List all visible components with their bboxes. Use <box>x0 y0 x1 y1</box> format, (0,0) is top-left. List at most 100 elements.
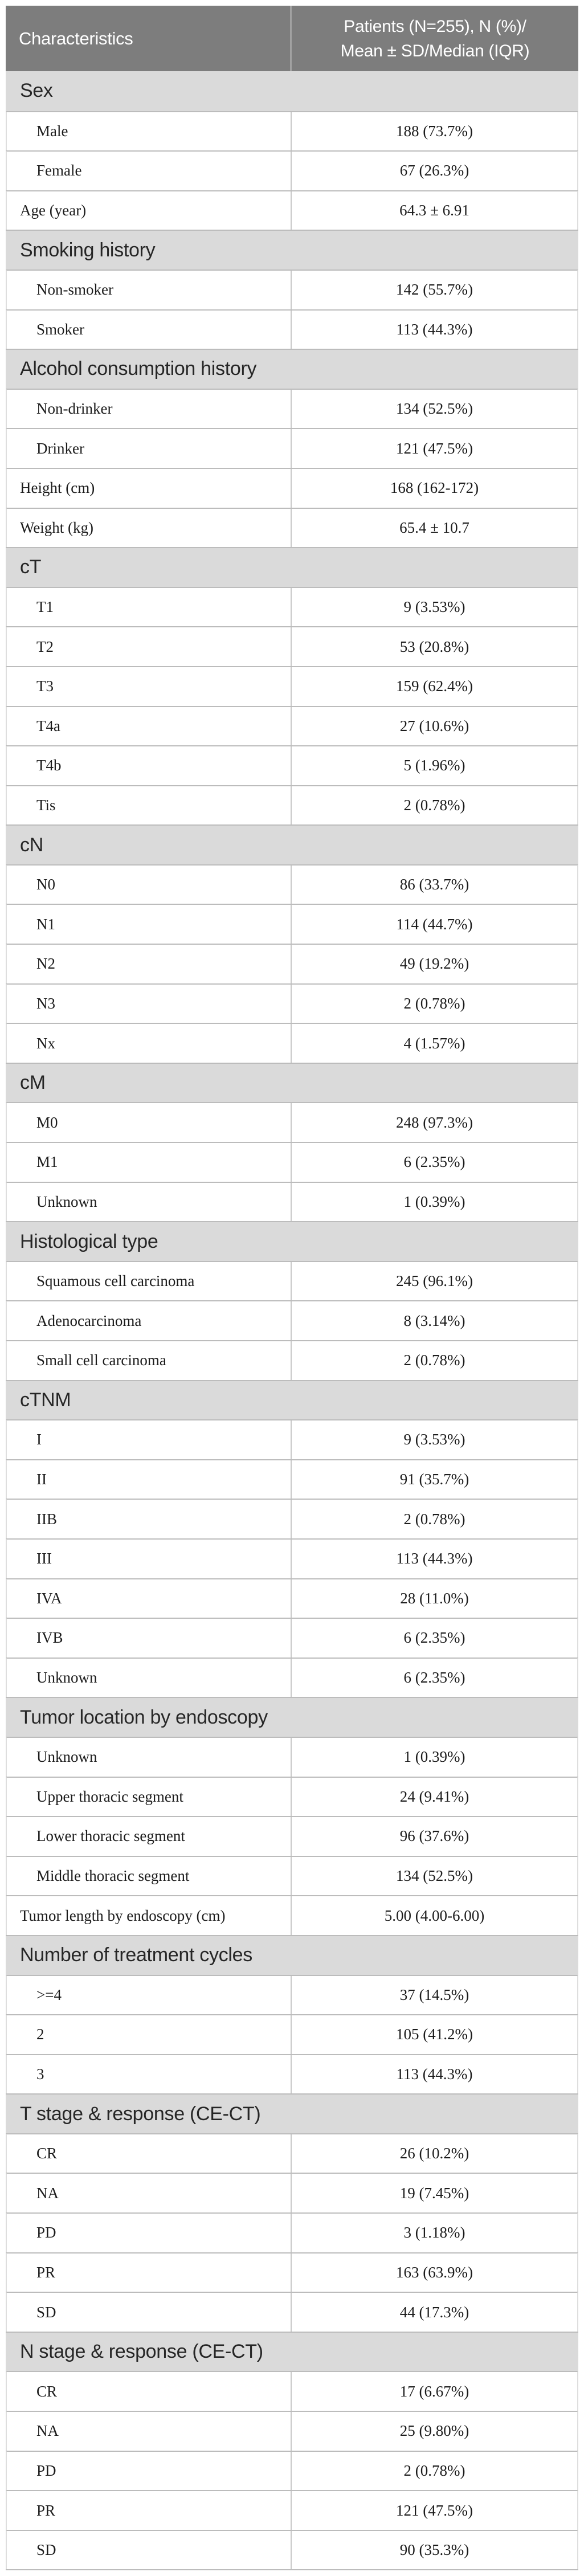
section-row: Number of treatment cycles <box>6 1934 578 1975</box>
row-label: N1 <box>7 905 292 944</box>
table-row: Unknown 6 (2.35%) <box>6 1657 578 1697</box>
row-label: T4a <box>7 707 292 746</box>
row-label: Upper thoracic segment <box>7 1777 292 1816</box>
table-row: PD 3 (1.18%) <box>6 2212 578 2252</box>
table-row: Male 188 (73.7%) <box>6 111 578 151</box>
row-label: NA <box>7 2174 292 2213</box>
table-row: T1 9 (3.53%) <box>6 586 578 627</box>
row-value: 2 (0.78%) <box>403 2461 465 2479</box>
row-value: 64.3 ± 6.91 <box>399 202 469 219</box>
row-value: 67 (26.3%) <box>399 162 469 179</box>
table-row: Nx 4 (1.57%) <box>6 1023 578 1063</box>
row-value: 28 (11.0%) <box>400 1589 469 1607</box>
table-row: NA 25 (9.80%) <box>6 2411 578 2451</box>
row-label: M0 <box>7 1103 292 1142</box>
row-label: Weight (kg) <box>7 508 292 548</box>
row-value: 86 (33.7%) <box>399 876 469 893</box>
row-label: Unknown <box>7 1737 292 1777</box>
table-row: Smoker 113 (44.3%) <box>6 309 578 349</box>
table-row: PD 2 (0.78%) <box>6 2450 578 2491</box>
table-row: N3 2 (0.78%) <box>6 983 578 1023</box>
row-value: 2 (0.78%) <box>403 796 465 814</box>
row-value: 134 (52.5%) <box>396 400 473 418</box>
row-value: 44 (17.3%) <box>399 2303 469 2321</box>
row-label: II <box>7 1460 292 1499</box>
table-row: Unknown 1 (0.39%) <box>6 1181 578 1222</box>
row-value: 96 (37.6%) <box>399 1827 469 1845</box>
row-value: 113 (44.3%) <box>396 320 473 338</box>
table-row: SD 90 (35.3%) <box>6 2529 578 2570</box>
row-value: 1 (0.39%) <box>403 1193 465 1210</box>
row-value: 27 (10.6%) <box>399 717 469 734</box>
row-value: 1 (0.39%) <box>403 1748 465 1766</box>
table-row: Non-smoker 142 (55.7%) <box>6 269 578 309</box>
row-label: Non-drinker <box>7 389 292 428</box>
row-label: I <box>7 1420 292 1459</box>
row-label: PD <box>7 2451 292 2491</box>
row-value: 188 (73.7%) <box>396 122 473 140</box>
section-row: cM <box>6 1062 578 1103</box>
row-label: PR <box>7 2491 292 2530</box>
table-body: Sex Male 188 (73.7%) Female 67 (26.3%) Age (y… <box>6 71 578 2570</box>
row-label: M1 <box>7 1143 292 1182</box>
table-row: CR 26 (10.2%) <box>6 2133 578 2173</box>
row-value: 17 (6.67%) <box>399 2382 469 2400</box>
table-row: Lower thoracic segment 96 (37.6%) <box>6 1816 578 1856</box>
row-value: 168 (162-172) <box>390 479 479 497</box>
row-label: Lower thoracic segment <box>7 1817 292 1856</box>
row-value: 163 (63.9%) <box>396 2263 473 2281</box>
row-label: III <box>7 1539 292 1578</box>
table-row: IVA 28 (11.0%) <box>6 1578 578 1618</box>
row-value: 9 (3.53%) <box>403 1431 465 1448</box>
table-row: Tumor length by endoscopy (cm) 5.00 (4.00… <box>6 1895 578 1935</box>
section-row: cT <box>6 547 578 587</box>
row-label: N3 <box>7 984 292 1023</box>
row-value: 19 (7.45%) <box>399 2184 469 2202</box>
row-label: T3 <box>7 667 292 706</box>
row-label: PD <box>7 2214 292 2252</box>
row-label: Smoker <box>7 310 292 349</box>
row-value: 134 (52.5%) <box>396 1867 473 1885</box>
table-row: Tis 2 (0.78%) <box>6 785 578 825</box>
row-value: 6 (2.35%) <box>403 1629 465 1647</box>
table-row: Unknown 1 (0.39%) <box>6 1736 578 1777</box>
table-row: I 9 (3.53%) <box>6 1419 578 1459</box>
table-row: Middle thoracic segment 134 (52.5%) <box>6 1855 578 1896</box>
row-label: Adenocarcinoma <box>7 1301 292 1340</box>
row-value: 5 (1.96%) <box>403 757 465 774</box>
table-row: N2 49 (19.2%) <box>6 944 578 983</box>
table-row: M0 248 (97.3%) <box>6 1102 578 1142</box>
row-value: 105 (41.2%) <box>396 2026 473 2043</box>
row-value: 65.4 ± 10.7 <box>399 519 469 536</box>
table-row: N0 86 (33.7%) <box>6 864 578 904</box>
row-label: Drinker <box>7 429 292 468</box>
table-row: 2 105 (41.2%) <box>6 2014 578 2054</box>
table-row: Small cell carcinoma 2 (0.78%) <box>6 1340 578 1380</box>
section-row: Sex <box>6 71 578 111</box>
row-value: 9 (3.53%) <box>403 598 465 616</box>
row-label: Nx <box>7 1024 292 1063</box>
row-label: Tis <box>7 786 292 825</box>
row-value: 26 (10.2%) <box>399 2145 469 2162</box>
row-value: 4 (1.57%) <box>403 1034 465 1052</box>
table-row: Upper thoracic segment 24 (9.41%) <box>6 1776 578 1816</box>
row-value: 8 (3.14%) <box>403 1312 465 1329</box>
section-row: cTNM <box>6 1379 578 1420</box>
section-row: N stage & response (CE-CT) <box>6 2331 578 2371</box>
section-row: Alcohol consumption history <box>6 349 578 389</box>
row-label: IVB <box>7 1619 292 1658</box>
section-row: cN <box>6 824 578 864</box>
table-row: 3 113 (44.3%) <box>6 2054 578 2094</box>
table-row: T3 159 (62.4%) <box>6 666 578 706</box>
row-value: 24 (9.41%) <box>399 1787 469 1805</box>
row-value: 5.00 (4.00-6.00) <box>384 1907 485 1924</box>
patient-characteristics-table: Characteristics Patients (N=255), N (%)/… <box>6 6 578 2571</box>
row-value: 248 (97.3%) <box>396 1113 473 1131</box>
table-row: T4b 5 (1.96%) <box>6 745 578 785</box>
row-label: Middle thoracic segment <box>7 1856 292 1896</box>
row-value: 53 (20.8%) <box>399 638 469 655</box>
row-value: 2 (0.78%) <box>403 1352 465 1369</box>
table-row: Female 67 (26.3%) <box>6 150 578 190</box>
row-value: 142 (55.7%) <box>396 281 473 299</box>
